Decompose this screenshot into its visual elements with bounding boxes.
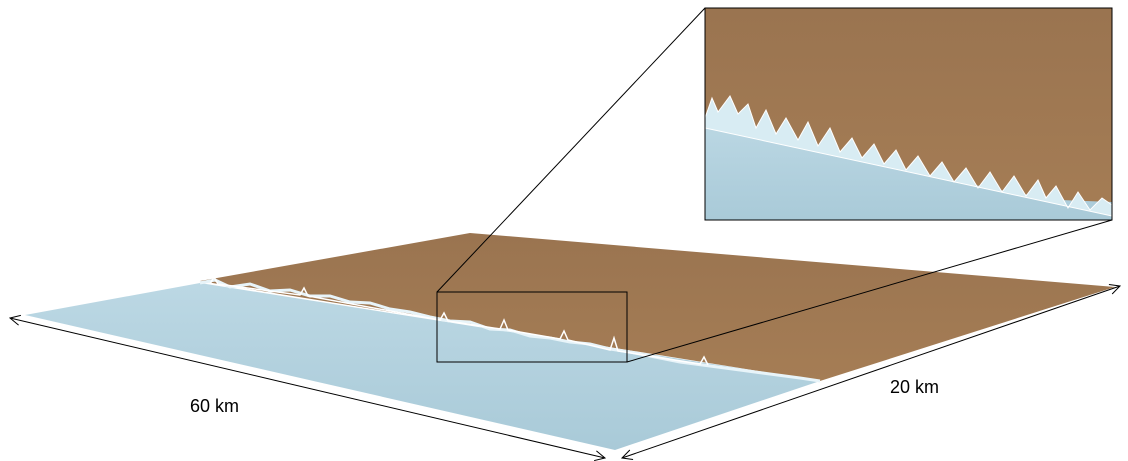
terrain-figure: 60 km 20 km (0, 0, 1128, 461)
width-label: 20 km (890, 377, 939, 397)
length-label: 60 km (190, 396, 239, 416)
inset (705, 8, 1112, 220)
